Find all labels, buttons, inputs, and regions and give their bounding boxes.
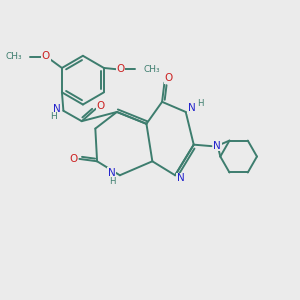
Text: CH₃: CH₃	[5, 52, 22, 61]
Text: N: N	[108, 168, 116, 178]
Text: N: N	[176, 173, 184, 183]
Text: N: N	[188, 103, 196, 113]
Text: O: O	[96, 101, 104, 111]
Text: O: O	[116, 64, 124, 74]
Text: O: O	[42, 51, 50, 61]
Text: O: O	[69, 154, 78, 164]
Text: O: O	[165, 73, 173, 83]
Text: N: N	[53, 104, 61, 114]
Text: H: H	[197, 99, 203, 108]
Text: H: H	[50, 112, 56, 121]
Text: CH₃: CH₃	[143, 65, 160, 74]
Text: H: H	[109, 177, 116, 186]
Text: N: N	[214, 140, 221, 151]
